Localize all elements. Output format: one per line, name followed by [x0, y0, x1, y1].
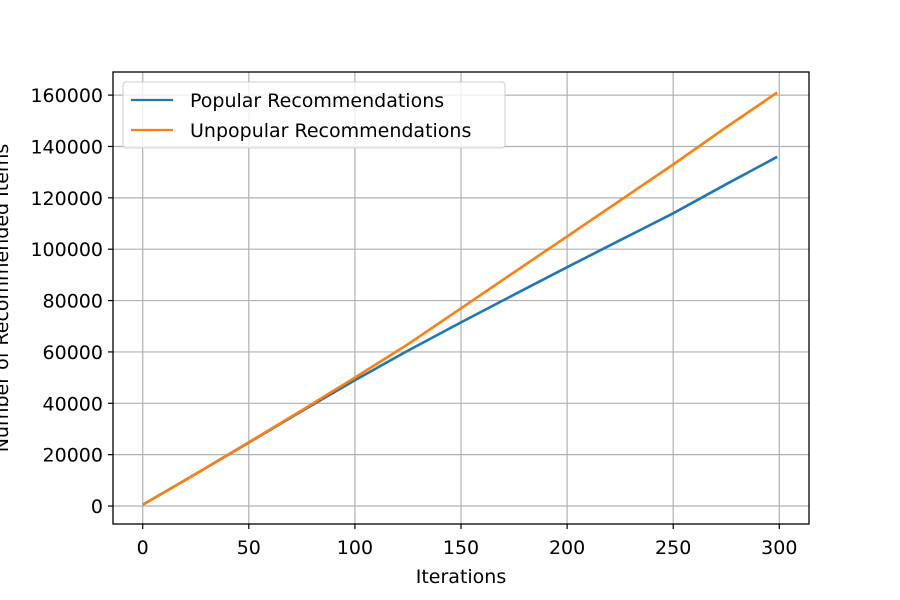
- x-tick-label: 300: [761, 537, 797, 559]
- plot-series: [142, 91, 778, 506]
- y-tick-label: 100000: [30, 239, 103, 261]
- y-tick-label: 20000: [43, 445, 103, 467]
- x-tick-label: 50: [237, 537, 261, 559]
- y-tick-label: 60000: [43, 342, 103, 364]
- x-tick-label: 100: [337, 537, 373, 559]
- y-tick-label: 120000: [30, 188, 103, 210]
- x-axis-label: Iterations: [416, 566, 507, 588]
- x-tick-label: 200: [549, 537, 585, 559]
- legend-box: [122, 81, 506, 149]
- y-tick-label: 140000: [30, 136, 103, 158]
- y-tick-label: 40000: [43, 393, 103, 415]
- x-tick-label: 0: [137, 537, 149, 559]
- y-tick-label: 160000: [30, 85, 103, 107]
- y-tick-label: 0: [91, 496, 103, 518]
- axis-ticks: 0 50 100 150 200 250 300 0 20000 40000 60000 80000 1…: [30, 85, 797, 559]
- grid-lines: [113, 72, 809, 524]
- y-tick-label: 80000: [43, 291, 103, 313]
- y-axis-label: Number of Recommended Items: [0, 144, 13, 453]
- series-line-popular: [142, 155, 778, 506]
- legend-label-popular: Popular Recommendations: [190, 90, 444, 112]
- x-tick-label: 250: [655, 537, 691, 559]
- x-tick-label: 150: [443, 537, 479, 559]
- series-line-unpopular: [142, 91, 778, 506]
- legend-label-unpopular: Unpopular Recommendations: [190, 120, 471, 142]
- legend: Popular Recommendations Unpopular Recomm…: [122, 81, 506, 149]
